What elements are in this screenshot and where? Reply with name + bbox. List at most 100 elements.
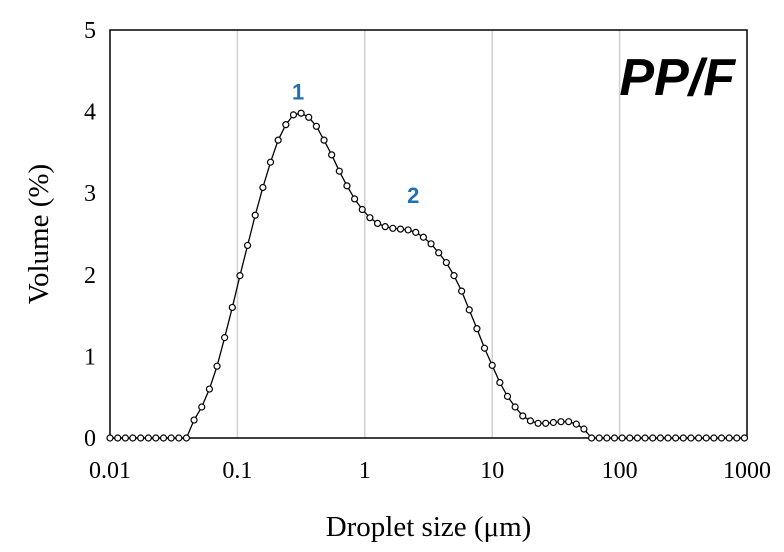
peak-label: 2	[407, 183, 419, 208]
data-point	[549, 418, 557, 427]
data-point	[106, 434, 114, 442]
data-point	[366, 214, 374, 222]
data-point	[351, 195, 359, 203]
data-point	[687, 434, 695, 442]
data-point	[580, 425, 588, 433]
plot-area-frame	[109, 29, 748, 439]
data-point	[618, 434, 626, 442]
data-point	[633, 434, 642, 442]
data-point	[328, 151, 336, 159]
data-point	[266, 158, 275, 166]
peak-annotations: 12	[292, 79, 419, 208]
data-point	[694, 434, 703, 442]
data-point	[243, 241, 252, 250]
data-point	[542, 419, 550, 427]
x-tick-label: 0.1	[222, 458, 252, 484]
data-point	[435, 249, 443, 257]
data-point	[717, 434, 726, 442]
data-point	[221, 334, 229, 342]
data-point	[320, 136, 328, 144]
y-axis-title: Volume (%)	[23, 164, 55, 304]
x-tick-label: 10	[480, 458, 504, 484]
data-point	[335, 167, 343, 175]
data-point	[557, 418, 565, 426]
data-point	[297, 109, 305, 117]
data-point	[488, 361, 496, 369]
data-point	[442, 258, 450, 267]
x-tick-label: 0.01	[89, 458, 131, 484]
data-point	[587, 434, 596, 442]
data-point	[519, 412, 527, 420]
data-point	[381, 223, 389, 231]
data-point	[725, 434, 733, 442]
data-point	[465, 306, 473, 314]
x-axis-title: Droplet size (μm)	[326, 511, 532, 543]
data-point	[175, 434, 183, 442]
data-point	[312, 122, 320, 130]
peak-label: 1	[292, 79, 304, 104]
data-point	[595, 434, 603, 442]
data-point	[733, 434, 741, 442]
data-point	[458, 287, 466, 295]
y-tick-label: 4	[84, 100, 96, 126]
data-point	[396, 225, 405, 233]
y-tick-label: 3	[84, 181, 96, 207]
data-point	[710, 434, 718, 442]
data-point	[526, 417, 535, 425]
y-tick-labels: 0 1 2 3 4 5	[84, 18, 96, 452]
data-point	[649, 434, 657, 442]
data-point	[205, 385, 214, 393]
data-point	[664, 434, 672, 442]
data-point	[404, 226, 412, 234]
data-point	[412, 228, 420, 236]
x-tick-labels: 0.01 0.1 1 10 100 1000	[89, 458, 771, 484]
series-line	[110, 112, 745, 439]
data-point	[427, 240, 435, 248]
data-point	[114, 434, 122, 442]
data-point	[610, 434, 619, 442]
y-tick-label: 0	[84, 426, 96, 452]
data-point	[511, 403, 519, 411]
data-point	[534, 419, 542, 427]
y-tick-label: 2	[84, 263, 96, 289]
x-tick-label: 100	[602, 458, 638, 484]
data-point	[626, 434, 634, 442]
data-point	[389, 224, 397, 232]
series-layer	[106, 109, 749, 442]
data-point	[129, 434, 137, 442]
data-point	[282, 121, 290, 129]
data-point	[419, 233, 428, 241]
data-point	[305, 113, 313, 121]
data-point	[213, 362, 221, 370]
data-point	[679, 434, 687, 442]
data-point	[289, 111, 298, 119]
data-point	[656, 434, 664, 442]
data-point	[641, 434, 649, 442]
data-point	[480, 344, 489, 352]
data-point	[343, 182, 351, 190]
gridlines	[236, 30, 621, 438]
y-tick-label: 1	[84, 344, 96, 370]
data-point	[274, 136, 282, 144]
data-point	[373, 219, 382, 227]
data-point	[167, 434, 175, 442]
data-point	[496, 378, 504, 387]
data-point	[740, 434, 749, 442]
x-tick-label: 1	[359, 458, 371, 484]
data-point	[358, 205, 366, 214]
data-point	[228, 303, 236, 312]
data-point	[190, 416, 198, 424]
data-point	[251, 211, 259, 219]
data-point	[450, 272, 458, 280]
data-point	[182, 434, 191, 442]
data-point	[603, 434, 611, 442]
data-point	[565, 418, 573, 426]
data-point	[473, 325, 481, 333]
data-point	[144, 434, 152, 442]
data-point	[572, 420, 580, 428]
data-point	[121, 434, 129, 442]
data-point	[152, 434, 160, 442]
panel-label: PP/F	[619, 49, 736, 107]
data-point	[137, 434, 145, 442]
